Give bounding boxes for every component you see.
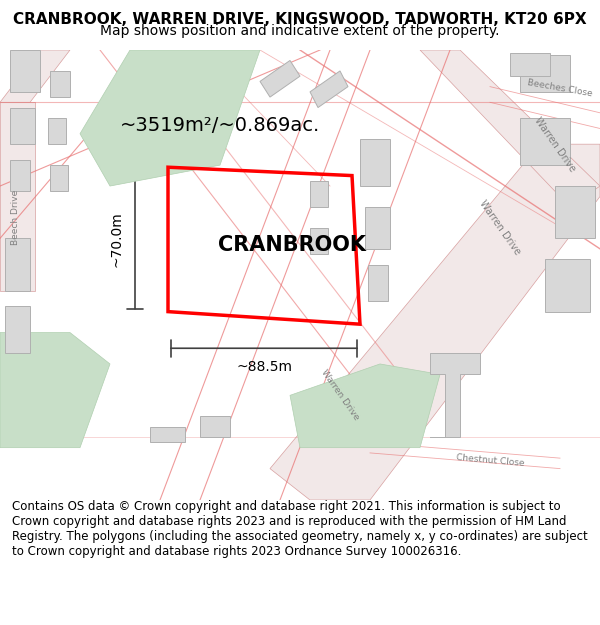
Text: Warren Drive: Warren Drive [478,199,523,257]
Polygon shape [5,306,30,354]
Polygon shape [0,50,70,102]
Text: Map shows position and indicative extent of the property.: Map shows position and indicative extent… [100,24,500,38]
Polygon shape [270,144,600,500]
Polygon shape [200,416,230,437]
Text: Beech Drive: Beech Drive [10,190,19,245]
Polygon shape [10,50,40,92]
Polygon shape [310,181,328,207]
Polygon shape [520,118,570,165]
Text: Contains OS data © Crown copyright and database right 2021. This information is : Contains OS data © Crown copyright and d… [12,500,588,558]
Polygon shape [260,61,300,97]
Text: Warren Drive: Warren Drive [533,115,577,173]
Polygon shape [48,118,66,144]
Polygon shape [10,107,35,144]
Text: ~3519m²/~0.869ac.: ~3519m²/~0.869ac. [120,116,320,135]
Polygon shape [0,102,35,291]
Text: ~88.5m: ~88.5m [236,360,292,374]
Text: CRANBROOK, WARREN DRIVE, KINGSWOOD, TADWORTH, KT20 6PX: CRANBROOK, WARREN DRIVE, KINGSWOOD, TADW… [13,12,587,28]
Polygon shape [360,139,390,186]
Text: CRANBROOK: CRANBROOK [218,234,366,254]
Polygon shape [310,71,348,108]
Polygon shape [365,207,390,249]
Polygon shape [420,50,600,207]
Text: Chestnut Close: Chestnut Close [455,452,524,468]
Polygon shape [10,160,30,191]
Polygon shape [0,332,110,447]
Polygon shape [290,364,440,448]
Polygon shape [430,354,480,437]
Polygon shape [510,53,550,76]
Text: Warren Drive: Warren Drive [319,369,361,423]
Polygon shape [5,238,30,291]
Polygon shape [310,228,328,254]
Polygon shape [555,186,595,238]
Polygon shape [520,55,570,92]
Polygon shape [150,427,185,442]
Polygon shape [368,264,388,301]
Polygon shape [50,165,68,191]
Text: ~70.0m: ~70.0m [110,211,124,268]
Text: Beeches Close: Beeches Close [527,79,593,99]
Polygon shape [50,71,70,97]
Polygon shape [545,259,590,312]
Polygon shape [80,50,260,186]
